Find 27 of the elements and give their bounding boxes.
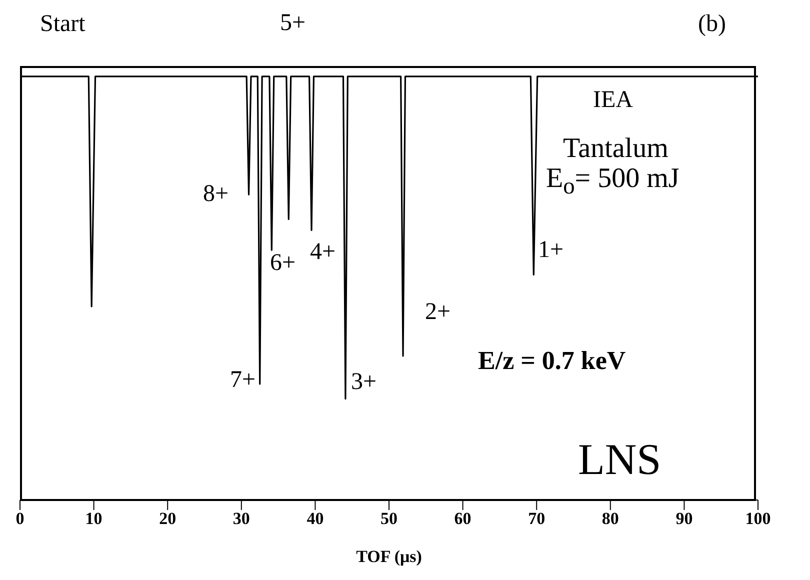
annotation: Tantalum — [563, 133, 668, 164]
annotation: 8+ — [203, 181, 229, 207]
annotation: 3+ — [351, 369, 377, 395]
text: 5+ — [280, 10, 306, 36]
annotation: IEA — [593, 87, 633, 113]
text: (b) — [698, 11, 726, 37]
annotation: 2+ — [425, 299, 451, 325]
x-tick-label: 100 — [745, 509, 771, 528]
annotation: 6+ — [270, 250, 296, 276]
x-tick-label: 40 — [306, 509, 324, 528]
annotation: 7+ — [230, 367, 256, 393]
x-axis-title: TOF (μs) — [356, 547, 422, 566]
annotation: 1+ — [538, 237, 564, 263]
annotation: LNS — [578, 435, 662, 484]
x-tick-label: 90 — [676, 509, 693, 528]
x-tick-label: 60 — [454, 509, 472, 528]
annotation: E/z = 0.7 keV — [478, 346, 626, 375]
x-tick-label: 30 — [232, 509, 250, 528]
x-tick-label: 50 — [380, 509, 398, 528]
text: Start — [40, 11, 86, 37]
x-tick-label: 70 — [528, 509, 546, 528]
x-tick-label: 10 — [85, 509, 102, 528]
x-tick-label: 20 — [159, 509, 176, 528]
x-tick-label: 0 — [16, 509, 24, 528]
x-tick-label: 80 — [602, 509, 619, 528]
annotation: 4+ — [310, 239, 336, 265]
annotation: E$_{o}$= 500 mJ — [546, 163, 680, 200]
